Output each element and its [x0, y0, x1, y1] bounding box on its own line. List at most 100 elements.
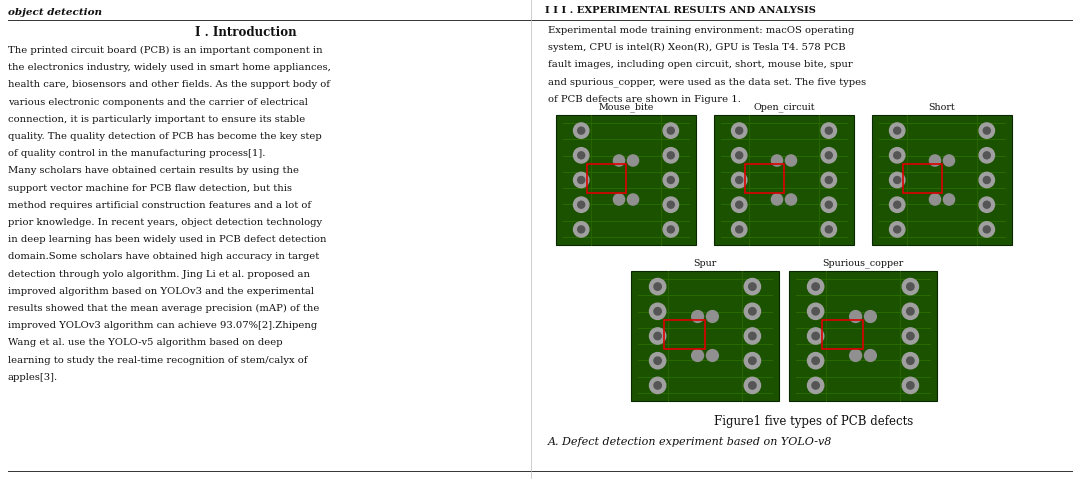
Circle shape: [902, 303, 918, 319]
Circle shape: [663, 197, 678, 212]
Bar: [745, 164, 784, 193]
Circle shape: [902, 328, 918, 344]
Text: detection through yolo algorithm. Jing Li et al. proposed an: detection through yolo algorithm. Jing L…: [8, 270, 310, 279]
Circle shape: [735, 201, 743, 208]
Bar: [586, 164, 626, 193]
Circle shape: [731, 172, 747, 188]
Circle shape: [748, 357, 756, 365]
Circle shape: [980, 197, 995, 212]
Circle shape: [825, 226, 833, 233]
Circle shape: [893, 152, 901, 159]
Text: improved algorithm based on YOLOv3 and the experimental: improved algorithm based on YOLOv3 and t…: [8, 287, 314, 296]
Text: of PCB defects are shown in Figure 1.: of PCB defects are shown in Figure 1.: [548, 95, 741, 104]
Circle shape: [983, 226, 990, 233]
Bar: [872, 115, 1012, 245]
Circle shape: [667, 226, 674, 233]
Circle shape: [864, 350, 876, 362]
Circle shape: [691, 350, 703, 362]
Circle shape: [744, 303, 760, 319]
Circle shape: [890, 197, 905, 212]
Circle shape: [821, 197, 837, 212]
Text: quality. The quality detection of PCB has become the key step: quality. The quality detection of PCB ha…: [8, 132, 322, 141]
Circle shape: [578, 176, 584, 183]
Circle shape: [771, 155, 783, 166]
Text: learning to study the real-time recognition of stem/calyx of: learning to study the real-time recognit…: [8, 355, 308, 365]
Circle shape: [821, 123, 837, 138]
Circle shape: [667, 127, 674, 134]
Circle shape: [944, 155, 955, 166]
Circle shape: [890, 172, 905, 188]
Bar: [714, 115, 854, 245]
Bar: [789, 271, 937, 401]
Circle shape: [573, 222, 589, 237]
Circle shape: [653, 308, 661, 315]
Circle shape: [812, 357, 820, 365]
Circle shape: [812, 283, 820, 290]
Circle shape: [902, 353, 918, 369]
Circle shape: [663, 172, 678, 188]
Circle shape: [667, 152, 674, 159]
Text: fault images, including open circuit, short, mouse bite, spur: fault images, including open circuit, sh…: [548, 60, 853, 69]
Circle shape: [850, 310, 862, 322]
Circle shape: [735, 152, 743, 159]
Text: prior knowledge. In recent years, object detection technology: prior knowledge. In recent years, object…: [8, 218, 322, 227]
Text: Open_circuit: Open_circuit: [753, 103, 814, 112]
Circle shape: [907, 382, 914, 389]
Circle shape: [578, 201, 584, 208]
Circle shape: [731, 123, 747, 138]
Circle shape: [907, 283, 914, 290]
Text: object detection: object detection: [8, 8, 102, 17]
Circle shape: [744, 278, 760, 295]
Circle shape: [890, 222, 905, 237]
Circle shape: [930, 194, 941, 205]
Bar: [822, 320, 863, 349]
Circle shape: [980, 148, 995, 163]
Circle shape: [653, 382, 661, 389]
Text: Figure1 five types of PCB defects: Figure1 five types of PCB defects: [714, 415, 914, 428]
Text: The printed circuit board (PCB) is an important component in: The printed circuit board (PCB) is an im…: [8, 46, 323, 55]
Circle shape: [653, 332, 661, 340]
Circle shape: [613, 194, 624, 205]
Circle shape: [578, 226, 584, 233]
Circle shape: [663, 123, 678, 138]
Text: apples[3].: apples[3].: [8, 373, 58, 382]
Circle shape: [649, 303, 665, 319]
Circle shape: [825, 176, 833, 183]
Circle shape: [667, 176, 674, 183]
Text: support vector machine for PCB flaw detection, but this: support vector machine for PCB flaw dete…: [8, 183, 292, 193]
Text: I I I . EXPERIMENTAL RESULTS AND ANALYSIS: I I I . EXPERIMENTAL RESULTS AND ANALYSI…: [545, 6, 815, 15]
Circle shape: [893, 127, 901, 134]
Circle shape: [706, 350, 718, 362]
Circle shape: [821, 222, 837, 237]
Circle shape: [907, 308, 914, 315]
Text: system, CPU is intel(R) Xeon(R), GPU is Tesla T4. 578 PCB: system, CPU is intel(R) Xeon(R), GPU is …: [548, 43, 846, 52]
Text: improved YOLOv3 algorithm can achieve 93.07%[2].Zhipeng: improved YOLOv3 algorithm can achieve 93…: [8, 321, 318, 330]
Circle shape: [731, 222, 747, 237]
Text: Short: Short: [929, 103, 956, 112]
Text: various electronic components and the carrier of electrical: various electronic components and the ca…: [8, 98, 308, 107]
Circle shape: [578, 152, 584, 159]
Circle shape: [649, 278, 665, 295]
Text: A. Defect detection experiment based on YOLO-v8: A. Defect detection experiment based on …: [548, 437, 833, 447]
Circle shape: [653, 283, 661, 290]
Circle shape: [785, 194, 797, 205]
Text: and spurious_copper, were used as the data set. The five types: and spurious_copper, were used as the da…: [548, 78, 866, 87]
Circle shape: [744, 353, 760, 369]
Circle shape: [573, 123, 589, 138]
Circle shape: [691, 310, 703, 322]
Text: I . Introduction: I . Introduction: [195, 26, 297, 39]
Circle shape: [808, 328, 824, 344]
Circle shape: [667, 201, 674, 208]
Circle shape: [825, 201, 833, 208]
Circle shape: [663, 148, 678, 163]
Text: Spurious_copper: Spurious_copper: [822, 258, 904, 268]
Circle shape: [893, 176, 901, 183]
Circle shape: [706, 310, 718, 322]
Circle shape: [578, 127, 584, 134]
Circle shape: [980, 222, 995, 237]
Circle shape: [573, 148, 589, 163]
Circle shape: [812, 332, 820, 340]
Text: method requires artificial construction features and a lot of: method requires artificial construction …: [8, 201, 311, 210]
Circle shape: [573, 172, 589, 188]
Circle shape: [613, 155, 624, 166]
